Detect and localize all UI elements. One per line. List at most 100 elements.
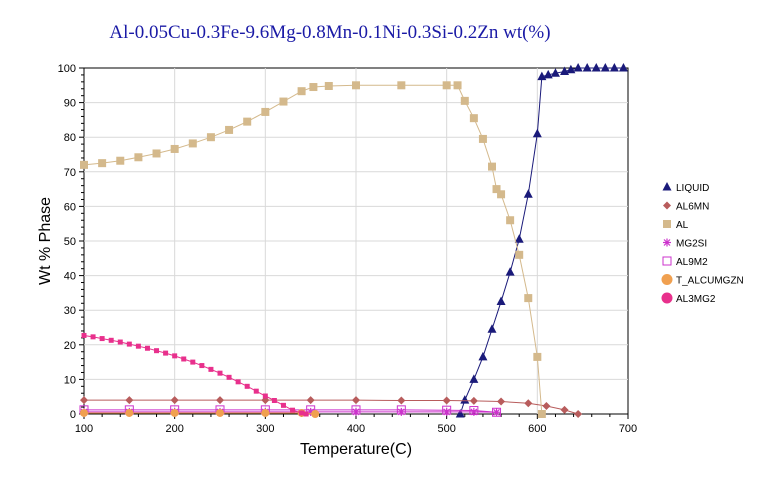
legend-item-mg2si: MG2SI (663, 238, 707, 250)
legend-marker-t-alcumgzn (661, 274, 673, 285)
data-point-al (352, 81, 360, 90)
series-t-alcumgzn (80, 408, 320, 418)
data-point-al3mg2 (90, 334, 96, 340)
data-point-al9m2 (396, 405, 406, 415)
data-point-liquid (460, 395, 470, 404)
data-point-liquid (600, 63, 610, 72)
data-point-al (116, 156, 125, 165)
data-point-al3mg2 (144, 345, 150, 351)
data-point-mg2si (442, 407, 451, 416)
data-point-al (80, 160, 88, 169)
data-point-al3mg2 (253, 388, 259, 394)
legend-label-t-alcumgzn: T_ALCUMGZN (676, 276, 744, 287)
x-axis-title: Temperature(C) (300, 441, 412, 458)
data-point-al3mg2 (226, 374, 232, 380)
data-point-al (134, 153, 143, 162)
legend-marker-al9m2 (662, 256, 672, 266)
series-al3mg2 (81, 332, 309, 417)
data-point-liquid (478, 351, 488, 361)
data-point-liquid (523, 189, 533, 198)
data-point-al3mg2 (154, 348, 160, 354)
data-point-liquid (532, 128, 542, 138)
data-point-al6mn (80, 396, 88, 405)
legend-label-al3mg2: AL3MG2 (676, 294, 716, 305)
data-point-al3mg2 (117, 339, 123, 345)
y-tick-label: 100 (58, 63, 76, 75)
series-layer (79, 63, 628, 418)
data-point-al9m2 (442, 405, 452, 415)
data-point-al (533, 352, 542, 361)
series-al (80, 81, 546, 418)
data-point-al (478, 134, 487, 143)
x-tick-label: 700 (619, 423, 637, 435)
data-point-al (98, 159, 107, 168)
data-point-al (506, 216, 515, 225)
legend-item-al3mg2: AL3MG2 (661, 292, 716, 305)
data-point-al (537, 410, 546, 418)
data-point-al (261, 107, 270, 116)
data-point-al (279, 97, 288, 106)
data-point-liquid (550, 68, 560, 77)
data-point-liquid (487, 324, 497, 333)
data-point-al3mg2 (163, 350, 169, 356)
legend-marker-mg2si (663, 238, 671, 247)
data-point-al (324, 81, 333, 90)
data-point-al6mn (469, 396, 478, 405)
y-tick-label: 30 (64, 305, 76, 317)
data-point-al (309, 83, 318, 92)
data-point-al (453, 81, 462, 90)
chart-title: Al-0.05Cu-0.3Fe-9.6Mg-0.8Mn-0.1Ni-0.3Si-… (109, 22, 550, 43)
legend-label-al6mn: AL6MN (676, 202, 709, 213)
legend-marker-liquid (662, 182, 672, 191)
data-point-al6mn (125, 396, 134, 405)
data-point-liquid (505, 267, 515, 276)
data-point-al3mg2 (208, 366, 214, 372)
data-point-liquid (496, 296, 506, 306)
data-point-al3mg2 (244, 383, 250, 389)
data-point-liquid (514, 234, 524, 243)
legend-label-al9m2: AL9M2 (676, 257, 708, 268)
data-point-al9m2 (469, 406, 479, 416)
data-point-al6mn (216, 396, 224, 405)
x-tick-label: 400 (347, 423, 365, 435)
legend-marker-al6mn (663, 201, 671, 210)
data-point-al3mg2 (271, 398, 277, 404)
x-tick-label: 100 (75, 423, 93, 435)
x-tick-label: 300 (256, 423, 274, 435)
asterisk-stroke (470, 408, 478, 416)
data-point-liquid (609, 63, 619, 72)
y-tick-label: 50 (64, 236, 76, 248)
data-point-liquid (455, 409, 465, 418)
data-point-liquid (591, 63, 601, 72)
x-tick-label: 200 (165, 423, 183, 435)
data-point-al (243, 117, 252, 126)
data-point-al3mg2 (217, 370, 223, 376)
data-point-al3mg2 (280, 402, 286, 408)
data-point-al3mg2 (108, 337, 114, 343)
data-point-al6mn (397, 396, 406, 405)
data-point-al (469, 114, 478, 123)
data-point-al (225, 125, 234, 134)
series-line-al9m2 (84, 409, 497, 413)
data-point-al (442, 81, 451, 90)
data-point-al (460, 96, 469, 105)
y-tick-label: 80 (64, 132, 76, 144)
legend-label-mg2si: MG2SI (676, 239, 707, 250)
data-point-al (488, 162, 496, 171)
data-point-al (492, 185, 501, 194)
data-point-al (497, 190, 506, 199)
asterisk-stroke (663, 239, 671, 246)
x-tick-label: 500 (437, 423, 455, 435)
data-point-al3mg2 (199, 363, 205, 369)
legend-item-t-alcumgzn: T_ALCUMGZN (661, 274, 744, 287)
data-point-al9m2 (351, 405, 361, 415)
legend-marker-al (663, 220, 671, 228)
legend-item-al9m2: AL9M2 (662, 256, 708, 268)
data-point-al6mn (442, 396, 451, 405)
data-point-liquid (582, 63, 592, 72)
data-point-mg2si (469, 407, 478, 416)
data-point-liquid (469, 374, 479, 383)
data-point-t-alcumgzn (216, 408, 224, 417)
data-point-al6mn (574, 410, 583, 418)
data-point-t-alcumgzn (170, 408, 179, 417)
